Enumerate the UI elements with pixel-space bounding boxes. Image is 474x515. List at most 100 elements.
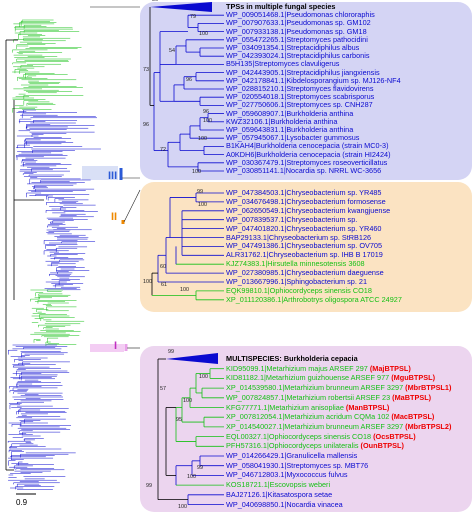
bootstrap-value: 100 — [199, 374, 208, 381]
leaf-name: WP_007933138.1|Pseudomonas sp. GM18 — [226, 26, 367, 36]
leaf-name: WP_047401820.1|Chryseobacterium sp. YR46… — [226, 223, 382, 233]
scale-bar-label: 0.9 — [16, 498, 28, 507]
leaf-label: WP_059643831.1|Burkholderia anthina — [226, 126, 353, 134]
bootstrap-value: 72 — [160, 146, 166, 153]
leaf-label: WP_027380985.1|Chryseobacterium daeguens… — [226, 269, 384, 277]
clade-panel-i — [140, 346, 472, 512]
leaf-label: WP_007824857.1|Metarhizium robertsii ARS… — [226, 392, 432, 402]
leaf-label: KOS18721.1|Escovopsis weberi — [226, 481, 330, 489]
leaf-label: WP_047384503.1|Chryseobacterium sp. YR48… — [226, 189, 382, 197]
enzyme-tag: (MbrBTPSL2) — [403, 421, 452, 431]
leaf-name: WP_062650549.1|Chryseobacterium kwangjue… — [226, 205, 391, 215]
collapsed-clade-triangle-burkholderia — [166, 353, 218, 364]
leaf-label: WP_046712803.1|Myxococcus fulvus — [226, 471, 348, 479]
leaf-label: WP_020554018.1|Streptomyces scabrisporus — [226, 93, 374, 101]
clade-panel-ii — [140, 182, 472, 312]
leaf-name: WP_034091354.1|Streptacidiphilus albus — [226, 43, 360, 52]
overview-highlight — [90, 344, 124, 352]
leaf-label: KID81182.1|Metarhizium guizhouense ARSEF… — [226, 374, 435, 382]
leaf-label: WP_047491386.1|Chryseobacterium sp. OV70… — [226, 242, 382, 250]
bootstrap-value: 96 — [143, 122, 149, 128]
leaf-label: WP_057945067.1|Lysobacter gummosus — [226, 134, 359, 142]
leaf-name: B1KAH4|Burkholderia cenocepacia (strain … — [226, 141, 389, 151]
leaf-label: WP_062650549.1|Chryseobacterium kwangjue… — [226, 205, 391, 215]
enzyme-tag: (MguBTPSL) — [389, 373, 436, 383]
enzyme-tag: (MajBTPSL) — [367, 363, 411, 373]
bootstrap-value: 100 — [198, 201, 207, 208]
leaf-name: WP_042393024.1|Streptacidiphilus carboni… — [226, 51, 370, 61]
leaf-name: WP_007907633.1|Pseudomonas sp. GM102 — [226, 18, 371, 28]
enzyme-tag: (MaBTPSL) — [390, 392, 432, 402]
leaf-name: WP_009051468.1|Pseudomonas chlororaphis — [226, 10, 375, 20]
leaf-name: EQL00327.1|Ophiocordyceps sinensis CO18 — [226, 431, 372, 441]
bootstrap-value: 100 — [203, 117, 212, 124]
leaf-name: XP_014540027.1|Metarhizium brunneum ARSE… — [226, 421, 404, 431]
leaf-name: WP_014266429.1|Granulicella mallensis — [226, 451, 358, 460]
leaf-label: MULTISPECIES: Burkholderia cepacia — [226, 355, 358, 363]
leaf-name: WP_055472265.1|Streptomyces pathocidini — [226, 34, 368, 44]
leaf-label: XP_007812054.1|Metarhizium acridum CQMa … — [226, 413, 434, 421]
leaf-name: XP_007812054.1|Metarhizium acridum CQMa … — [226, 412, 390, 422]
leaf-label: WP_040698850.1|Nocardia vinacea — [226, 500, 343, 509]
bootstrap-value: 99 — [197, 189, 203, 195]
leaf-name: KWZ32106.1|Burkholderia anthina — [226, 116, 338, 126]
overview-highlight — [82, 166, 118, 180]
clade-label-i: I — [114, 340, 118, 352]
leaf-name: WP_027380985.1|Chryseobacterium daeguens… — [226, 268, 384, 278]
leaf-label: BAP29133.1|Chryseobacterium sp. StRB126 — [226, 233, 371, 242]
leaf-label: WP_042443905.1|Streptacidiphilus jiangxi… — [226, 67, 380, 77]
bootstrap-value: 100 — [187, 474, 196, 481]
bootstrap-value: 100 — [178, 503, 187, 510]
enzyme-tag: (OunBTPSL) — [358, 441, 404, 451]
leaf-label: KID95099.1|Metarhizium majus ARSEF 297 (… — [226, 363, 411, 373]
leaf-label: WP_007933138.1|Pseudomonas sp. GM18 — [226, 26, 367, 36]
leaf-name: WP_046712803.1|Myxococcus fulvus — [226, 470, 348, 480]
leaf-label: ALR31762.1|Chryseobacterium sp. IHB B 17… — [226, 251, 383, 259]
leaf-label: TPSs in multiple fungal species — [226, 3, 335, 11]
bootstrap-value: 95 — [176, 417, 182, 424]
leaf-name: WP_020554018.1|Streptomyces scabrisporus — [226, 92, 375, 102]
enzyme-tag: (MbrBTPSL1) — [403, 383, 452, 393]
leaf-label: EQL00327.1|Ophiocordyceps sinensis CO18 … — [226, 431, 416, 441]
bootstrap-value: 100 — [198, 136, 207, 143]
leaf-name: WP_047491386.1|Chryseobacterium sp. OV70… — [226, 241, 383, 251]
bootstrap-value: 99 — [197, 464, 203, 471]
leaf-name: WP_030367479.1|Streptomyces roseovertici… — [226, 157, 388, 167]
leaf-name: KOS18721.1|Escovopsis weberi — [226, 480, 331, 490]
leaf-name: PFH57316.1|Ophiocordyceps unilateralis — [226, 441, 359, 451]
collapsed-clade-triangle — [150, 2, 212, 12]
leaf-name: KID95099.1|Metarhizium majus ARSEF 297 — [226, 363, 368, 373]
leaf-label: WP_007839537.1|Chryseobacterium sp. — [226, 214, 358, 224]
leaf-name: WP_007839537.1|Chryseobacterium sp. — [226, 214, 358, 224]
leaf-label: WP_030367479.1|Streptomyces roseovertici… — [226, 157, 388, 167]
leaf-label: XP_011120386.1|Arthrobotrys oligospora A… — [226, 295, 402, 304]
bootstrap-value: 96 — [203, 108, 209, 115]
leaf-label: WP_030851141.1|Nocardia sp. NRRL WC-3656 — [226, 167, 381, 175]
bootstrap-value: 100 — [143, 279, 152, 285]
bootstrap-value: 60 — [160, 264, 166, 271]
leaf-label: WP_014266429.1|Granulicella mallensis — [226, 452, 357, 460]
leaf-label: WP_007907633.1|Pseudomonas sp. GM102 — [226, 19, 371, 27]
leaf-name: WP_027750606.1|Streptomyces sp. CNH287 — [226, 100, 373, 110]
bootstrap-value: 99 — [168, 349, 174, 355]
leaf-name: WP_057945067.1|Lysobacter gummosus — [226, 133, 360, 143]
leaf-name: WP_042443905.1|Streptacidiphilus jiangxi… — [226, 67, 380, 77]
bootstrap-value: 57 — [160, 386, 166, 393]
leaf-name: MULTISPECIES: Burkholderia cepacia — [226, 354, 358, 363]
leaf-label: PFH57316.1|Ophiocordyceps unilateralis (… — [226, 442, 404, 450]
leaf-name: KFG77771.1|Metarhizium anisopliae — [226, 402, 344, 412]
leaf-label: B5H135|Streptomyces clavuligerus — [226, 60, 339, 68]
bootstrap-value: 96 — [186, 76, 192, 83]
bootstrap-value: 56 — [152, 0, 158, 3]
leaf-label: WP_034091354.1|Streptacidiphilus albus — [226, 44, 359, 52]
leaf-label: EQK99810.1|Ophiocordyceps sinensis CO18 — [226, 286, 372, 295]
bootstrap-value: 100 — [199, 30, 208, 37]
leaf-label: WP_013667996.1|Sphingobacterium sp. 21 — [226, 278, 367, 286]
leaf-label: WP_055472265.1|Streptomyces pathocidini — [226, 34, 368, 44]
leaf-label: A0KDH6|Burkholderia cenocepacia (strain … — [226, 150, 391, 159]
clade-label-iii: III — [108, 170, 118, 182]
leaf-name: WP_058041930.1|Streptomyces sp. MBT76 — [226, 460, 369, 470]
bootstrap-value: 100 — [183, 397, 192, 404]
